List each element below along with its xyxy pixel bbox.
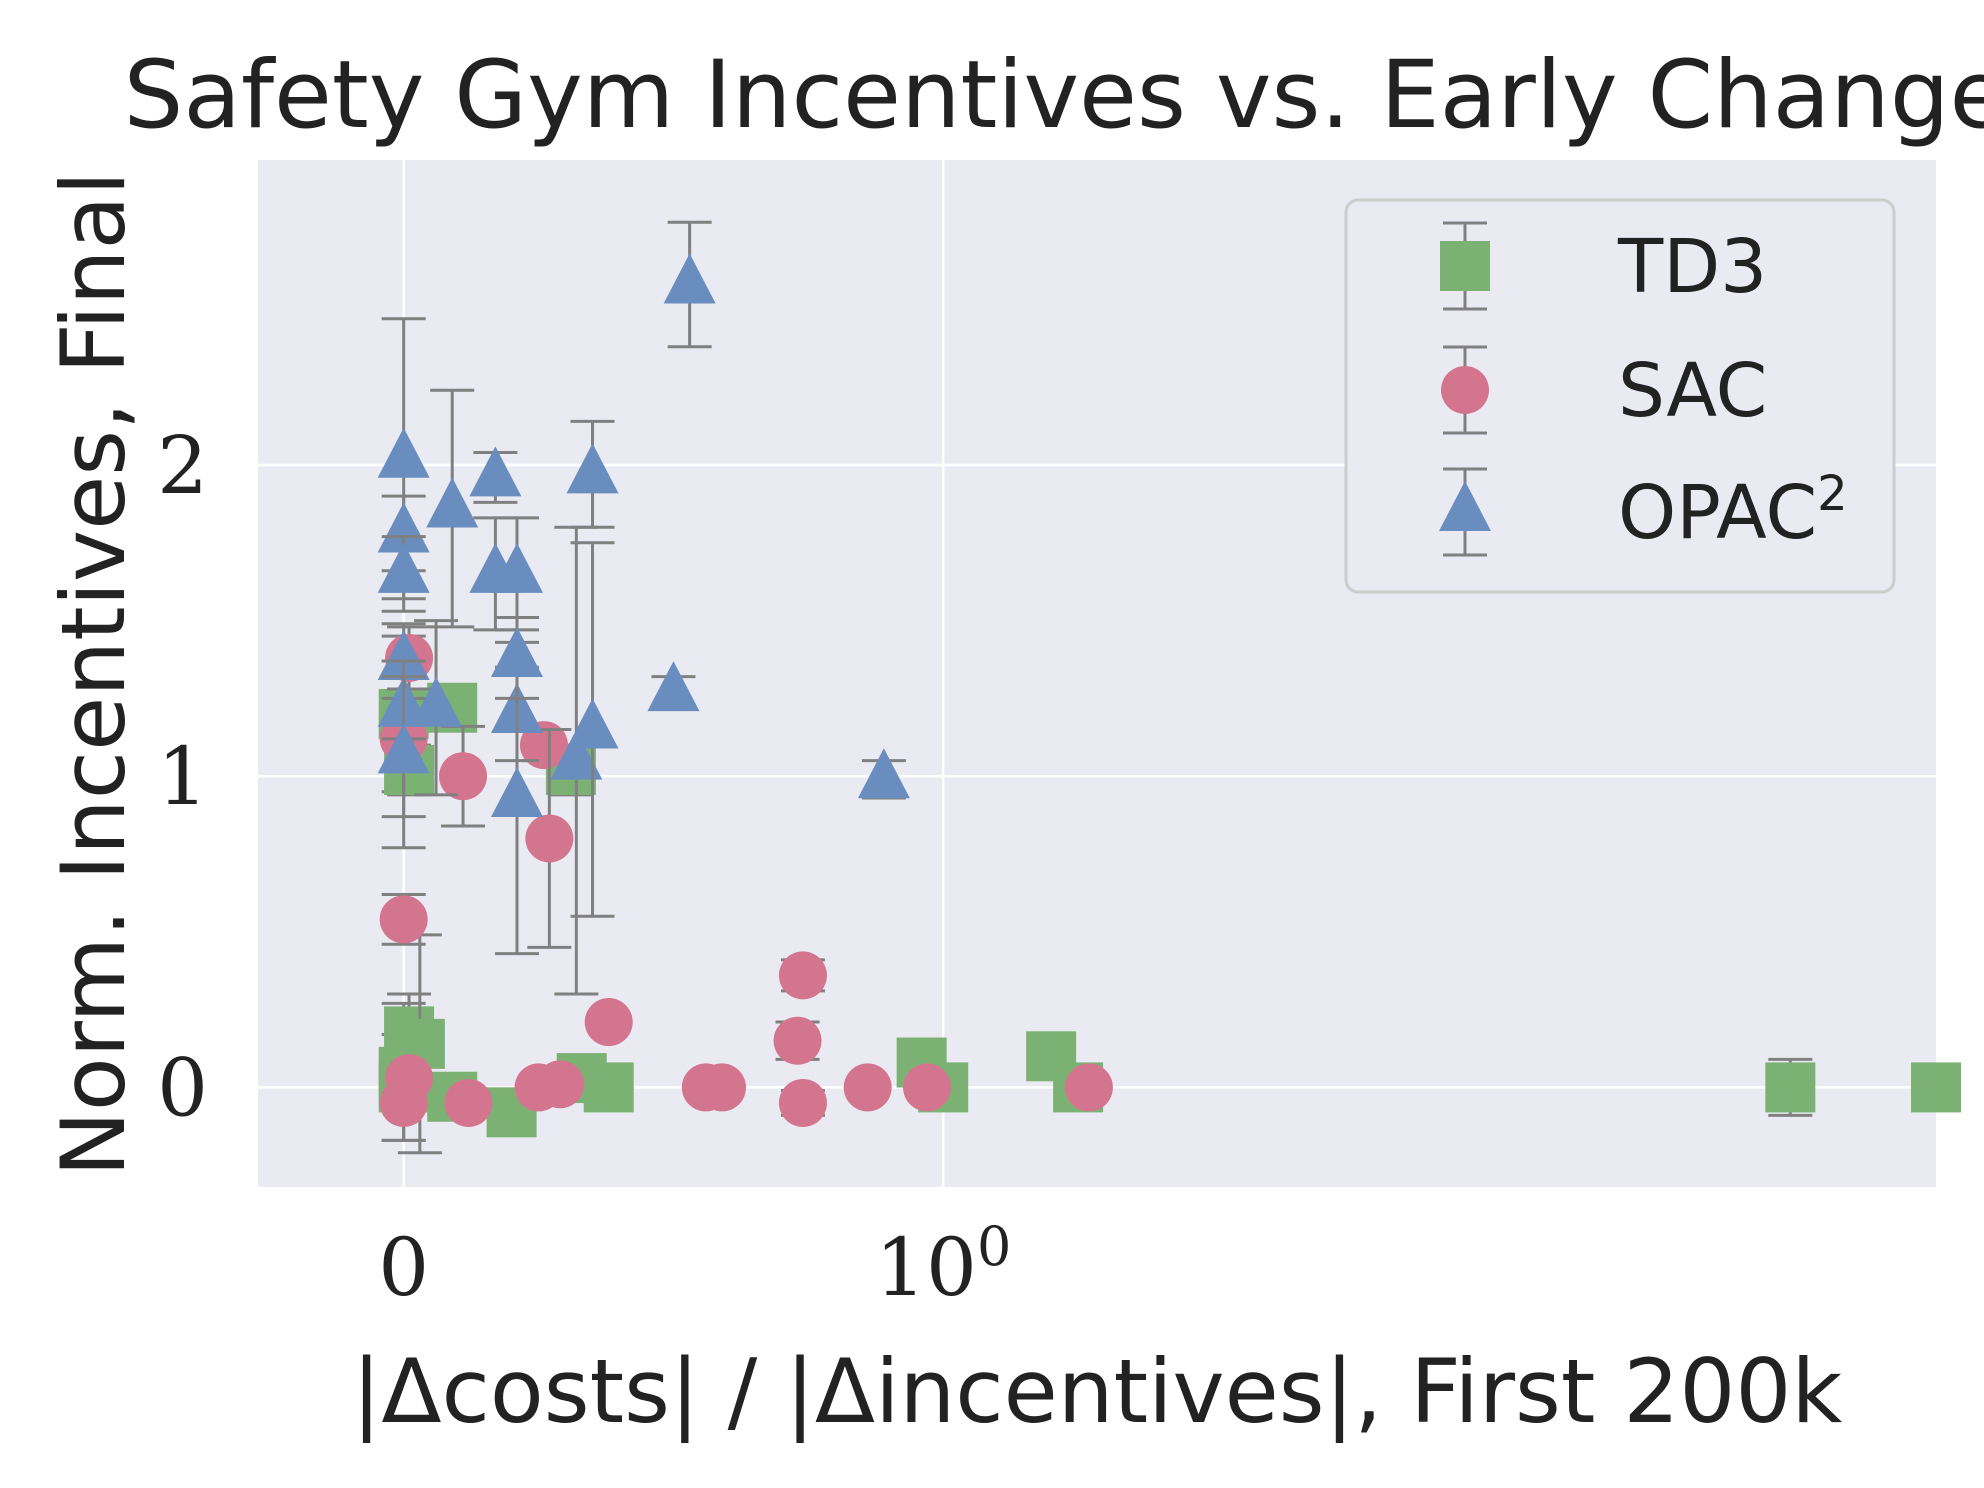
y-tick-label: 1 — [157, 730, 208, 823]
legend-label: SAC — [1618, 348, 1767, 434]
data-point-circle — [778, 951, 827, 1000]
legend-box — [1344, 198, 1896, 594]
data-point-circle — [903, 1063, 952, 1112]
data-point-triangle — [377, 723, 430, 774]
data-point-circle — [444, 1078, 493, 1127]
data-point-circle — [439, 752, 488, 801]
data-point-square — [1911, 1062, 1961, 1113]
legend-marker-square — [1440, 241, 1490, 291]
x-tick-label: 100 — [875, 1215, 1011, 1314]
legend-entry: TD3 — [1440, 221, 1767, 311]
data-point-triangle — [490, 766, 543, 817]
legend: TD3 SAC OPAC2 — [1344, 198, 1896, 594]
legend-label-superscript: 2 — [1817, 466, 1848, 522]
data-point-circle — [525, 814, 574, 863]
data-point-triangle — [490, 626, 543, 677]
data-point-triangle — [566, 698, 619, 749]
y-tick-label: 0 — [157, 1041, 208, 1134]
data-point-triangle — [377, 427, 430, 478]
legend-entry: OPAC2 — [1439, 466, 1848, 557]
data-point-triangle — [469, 446, 522, 497]
data-point-triangle — [410, 676, 463, 727]
x-axis-label: |Δcosts| / |Δincentives|, First 200k — [352, 1340, 1843, 1444]
legend-marker-circle — [1441, 366, 1489, 414]
legend-entry: SAC — [1441, 345, 1767, 435]
series-opac — [377, 220, 910, 996]
data-point-triangle — [857, 748, 910, 799]
legend-marker-triangle — [1439, 481, 1491, 531]
x-tick-exponent: 0 — [977, 1215, 1011, 1278]
legend-label: OPAC2 — [1618, 466, 1848, 556]
data-point-circle — [536, 1060, 585, 1109]
data-point-circle — [584, 998, 633, 1047]
data-point-circle — [773, 1016, 822, 1065]
y-tick-label: 2 — [157, 419, 208, 512]
data-point-circle — [778, 1078, 827, 1127]
legend-label: TD3 — [1617, 224, 1767, 310]
data-point-triangle — [647, 661, 700, 712]
x-tick-labels: 0 100 — [378, 1215, 1011, 1314]
y-tick-labels: 0 1 2 — [157, 419, 208, 1134]
data-point-square — [583, 1062, 634, 1113]
data-point-circle — [698, 1063, 747, 1112]
data-point-square — [1765, 1062, 1816, 1113]
y-axis-label: Norm. Incentives, Final — [42, 171, 145, 1177]
data-point-circle — [843, 1063, 892, 1112]
data-point-triangle — [377, 502, 430, 553]
data-points — [377, 220, 1961, 1155]
data-point-circle — [379, 895, 428, 944]
data-point-triangle — [490, 542, 543, 593]
data-point-triangle — [426, 477, 479, 528]
data-point-circle — [519, 721, 568, 770]
x-tick-label: 0 — [378, 1221, 429, 1314]
data-point-triangle — [377, 542, 430, 593]
legend-items: TD3 SAC OPAC2 — [1439, 221, 1848, 557]
data-point-circle — [1064, 1063, 1113, 1112]
data-point-triangle — [550, 729, 603, 780]
data-point-circle — [385, 1054, 434, 1103]
data-point-triangle — [663, 253, 716, 304]
data-point-triangle — [377, 630, 430, 681]
data-point-triangle — [566, 443, 619, 494]
chart-title: Safety Gym Incentives vs. Early Changes — [124, 41, 1984, 150]
